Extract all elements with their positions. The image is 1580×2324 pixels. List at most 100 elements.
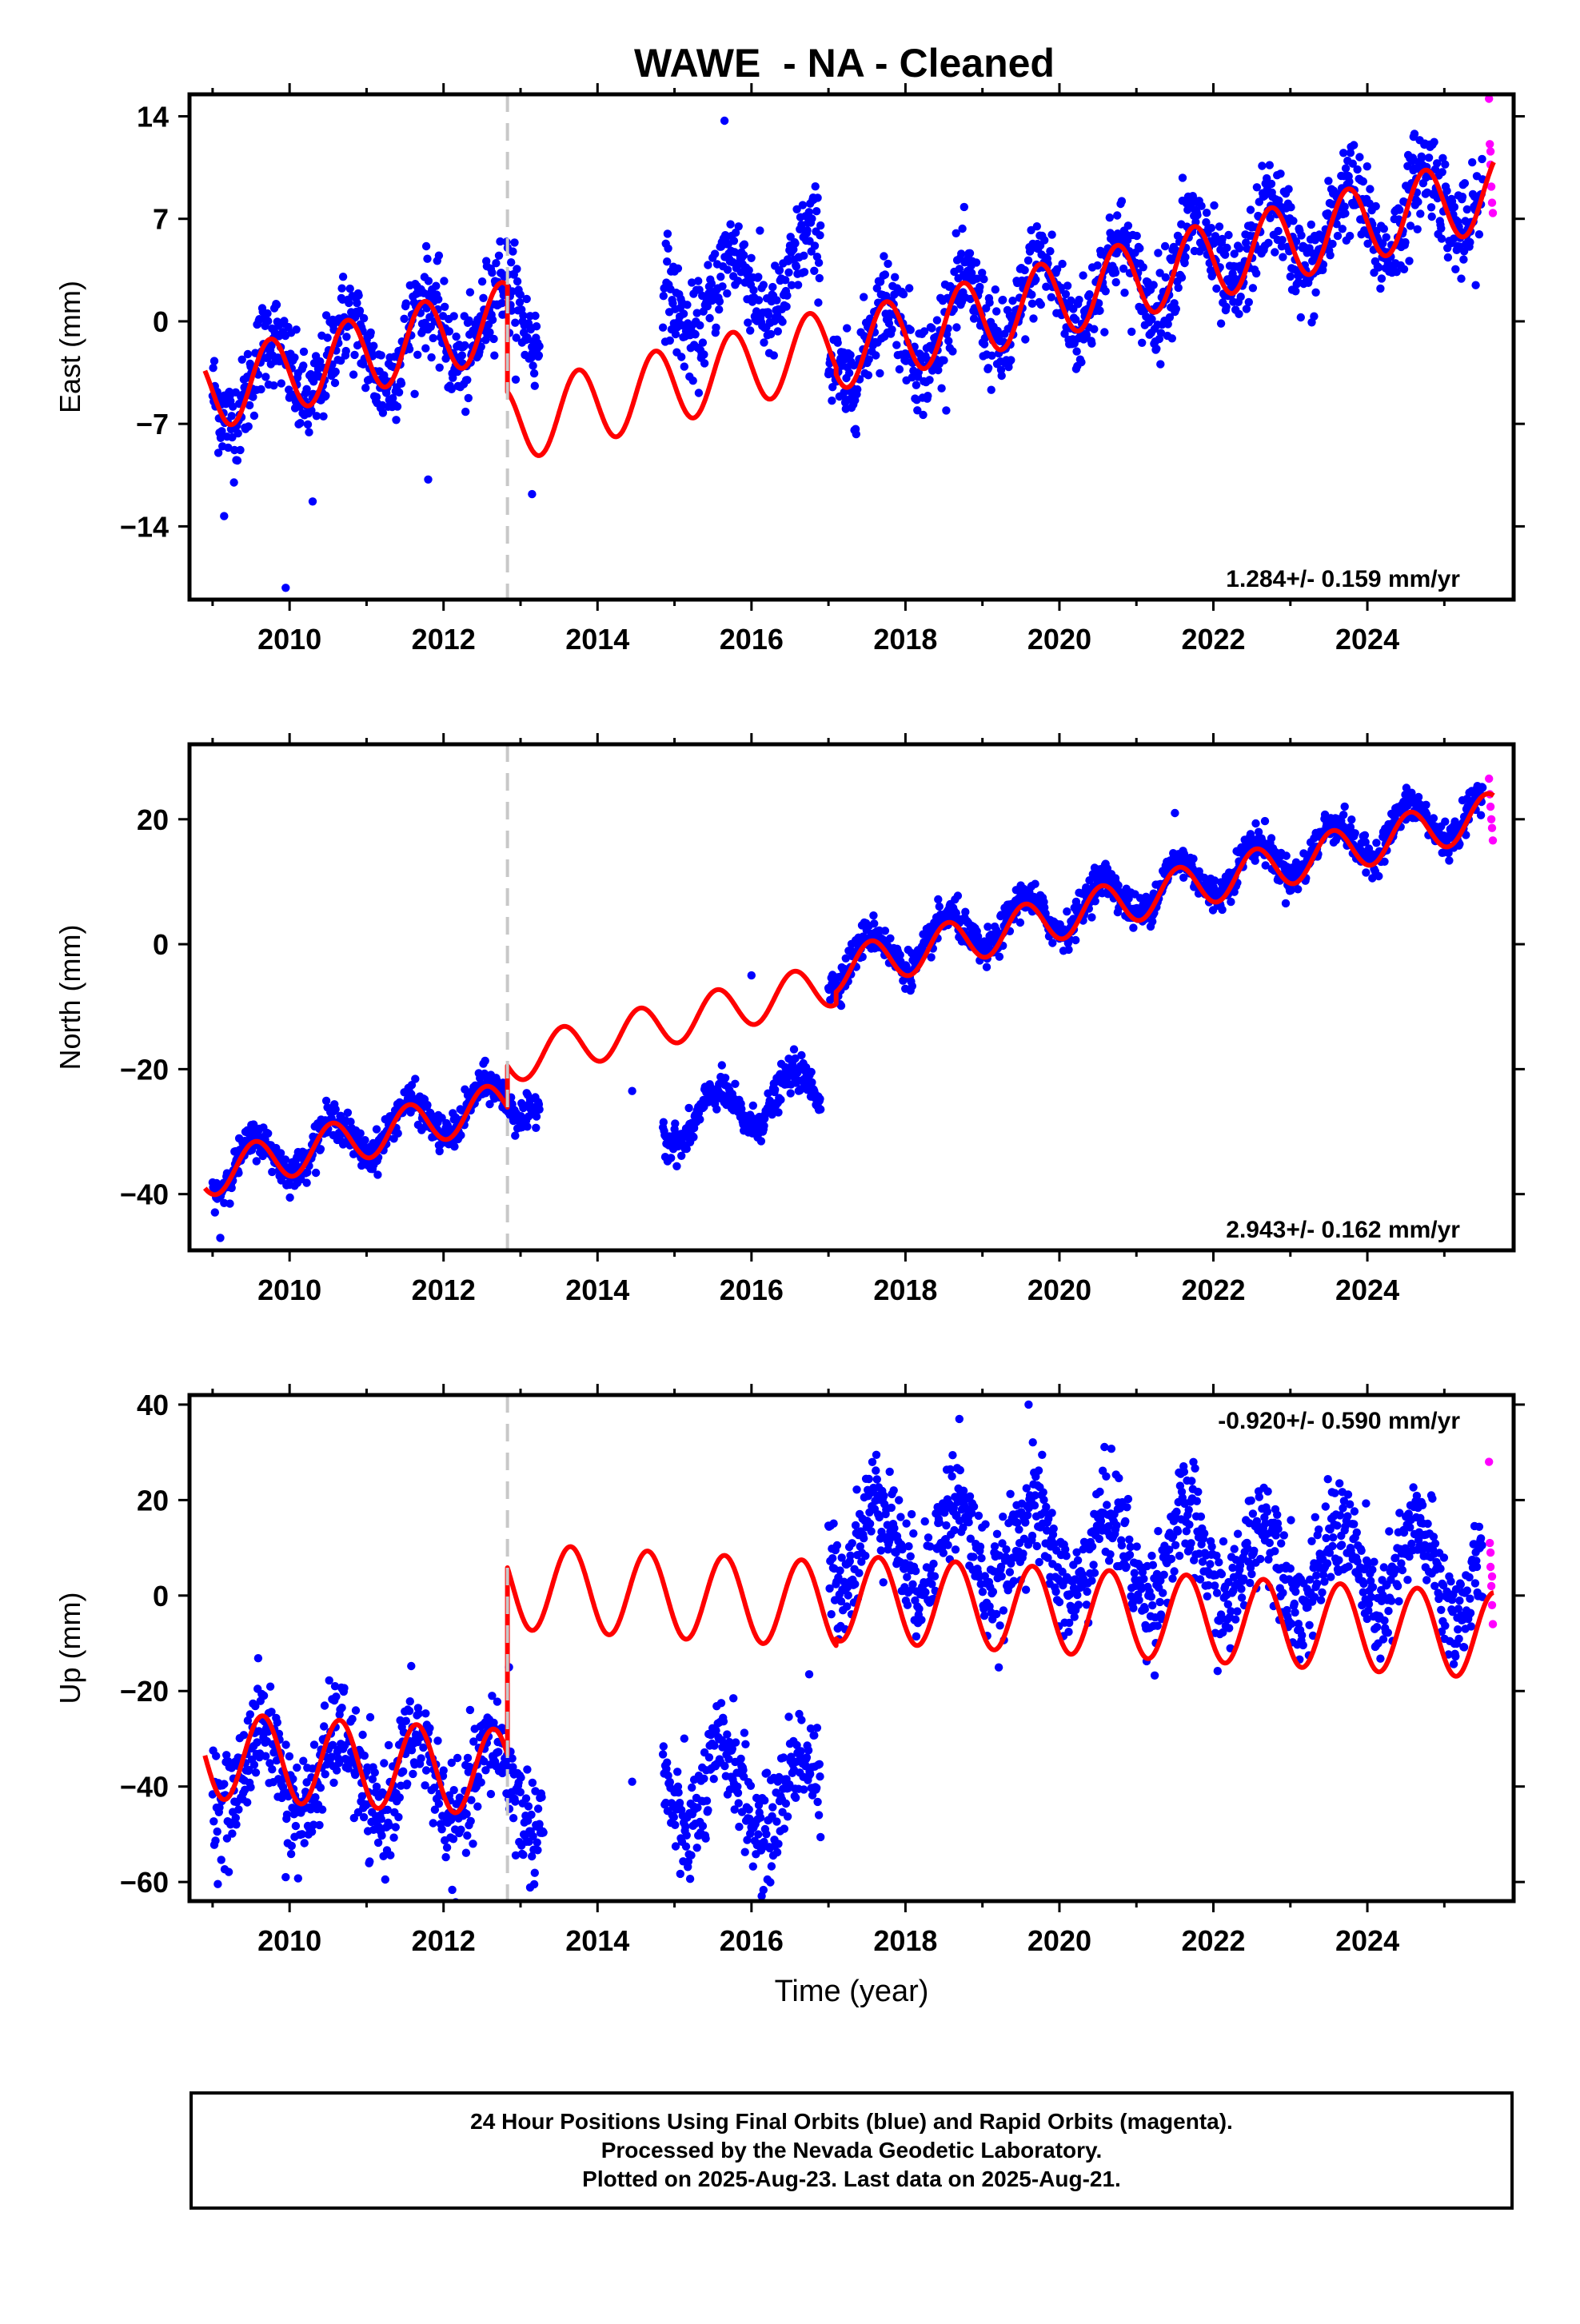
- data-point: [1400, 265, 1408, 273]
- data-point: [1345, 177, 1353, 185]
- data-point: [310, 1740, 318, 1748]
- data-point: [234, 1805, 242, 1813]
- data-point: [494, 1748, 502, 1756]
- data-point: [1135, 244, 1143, 252]
- data-point: [763, 1768, 771, 1776]
- data-point: [1341, 803, 1349, 811]
- data-point: [321, 392, 329, 400]
- data-point: [1152, 345, 1160, 353]
- data-point: [535, 351, 543, 359]
- rapid-point: [1489, 209, 1497, 217]
- data-point: [1437, 225, 1445, 233]
- rapid-point: [1486, 803, 1494, 811]
- data-point: [1339, 811, 1347, 819]
- outlier-point: [309, 497, 317, 505]
- rapid-point: [1485, 775, 1493, 783]
- data-point: [257, 385, 265, 393]
- data-point: [1261, 817, 1269, 825]
- data-point: [268, 1765, 276, 1773]
- data-point: [1339, 225, 1347, 233]
- data-point: [756, 226, 764, 234]
- data-point: [1267, 180, 1275, 188]
- data-point: [740, 1728, 748, 1736]
- x-tick-label: 2018: [873, 1274, 937, 1306]
- data-point: [300, 348, 308, 356]
- data-point: [925, 376, 933, 384]
- data-point: [423, 255, 431, 263]
- data-point: [409, 1770, 417, 1778]
- y-tick-label: 7: [153, 203, 169, 236]
- data-point: [694, 277, 702, 285]
- y-axis: 200−20−40: [120, 803, 1525, 1211]
- data-point: [509, 247, 517, 255]
- data-point: [760, 1796, 768, 1804]
- data-point: [1235, 244, 1243, 252]
- data-point: [720, 1717, 728, 1725]
- rapid-orbit-points: [1485, 94, 1497, 217]
- data-point: [1416, 209, 1424, 217]
- data-point: [402, 299, 410, 307]
- data-point: [425, 1724, 433, 1732]
- data-point: [735, 222, 743, 230]
- data-point: [389, 1833, 397, 1841]
- data-point: [834, 339, 842, 347]
- data-point: [884, 260, 892, 268]
- data-point: [954, 891, 962, 899]
- data-point: [509, 1814, 517, 1822]
- data-point: [1414, 197, 1422, 205]
- data-point: [700, 1775, 708, 1783]
- y-tick-label: 0: [153, 305, 169, 338]
- data-point: [1251, 819, 1259, 827]
- data-point: [912, 381, 920, 389]
- data-point: [988, 386, 995, 394]
- data-point: [828, 397, 836, 405]
- data-point: [1048, 939, 1056, 947]
- data-point: [1282, 899, 1290, 907]
- data-point: [961, 908, 969, 916]
- data-point: [1193, 211, 1201, 219]
- data-point: [992, 307, 1000, 315]
- data-point: [433, 1736, 441, 1744]
- data-point: [1328, 240, 1336, 248]
- data-point: [816, 1760, 824, 1768]
- data-point: [243, 1798, 251, 1806]
- data-point: [511, 319, 519, 327]
- data-point: [356, 307, 364, 315]
- data-point: [1444, 253, 1452, 261]
- data-point: [808, 214, 816, 222]
- outlier-point: [528, 490, 536, 498]
- data-point: [816, 1772, 824, 1780]
- data-point: [860, 293, 868, 301]
- data-point: [209, 1817, 217, 1825]
- data-point: [815, 1811, 823, 1819]
- data-point: [380, 1759, 388, 1767]
- data-point: [487, 1790, 495, 1798]
- data-point: [1438, 168, 1446, 176]
- data-point: [394, 1130, 402, 1138]
- data-point: [1430, 814, 1438, 822]
- data-point: [1471, 281, 1479, 289]
- data-point: [1172, 305, 1180, 313]
- data-point: [693, 1844, 701, 1852]
- data-point: [1366, 185, 1374, 193]
- x-tick-label: 2020: [1027, 1274, 1091, 1306]
- data-point: [453, 1754, 461, 1762]
- data-point: [489, 335, 497, 343]
- data-point: [1478, 783, 1486, 791]
- data-point: [677, 353, 685, 361]
- data-point: [1207, 224, 1215, 232]
- data-point: [790, 1045, 798, 1053]
- data-point: [957, 249, 965, 257]
- data-point: [523, 1765, 531, 1773]
- data-point: [317, 1145, 325, 1153]
- data-point: [348, 1715, 356, 1723]
- data-point: [718, 282, 726, 290]
- data-point: [683, 301, 691, 309]
- data-point: [299, 361, 307, 369]
- data-point: [450, 1786, 458, 1794]
- data-point: [695, 389, 703, 397]
- data-point: [353, 299, 361, 307]
- data-point: [659, 1750, 667, 1758]
- data-point: [1363, 162, 1371, 170]
- data-point: [1127, 328, 1135, 336]
